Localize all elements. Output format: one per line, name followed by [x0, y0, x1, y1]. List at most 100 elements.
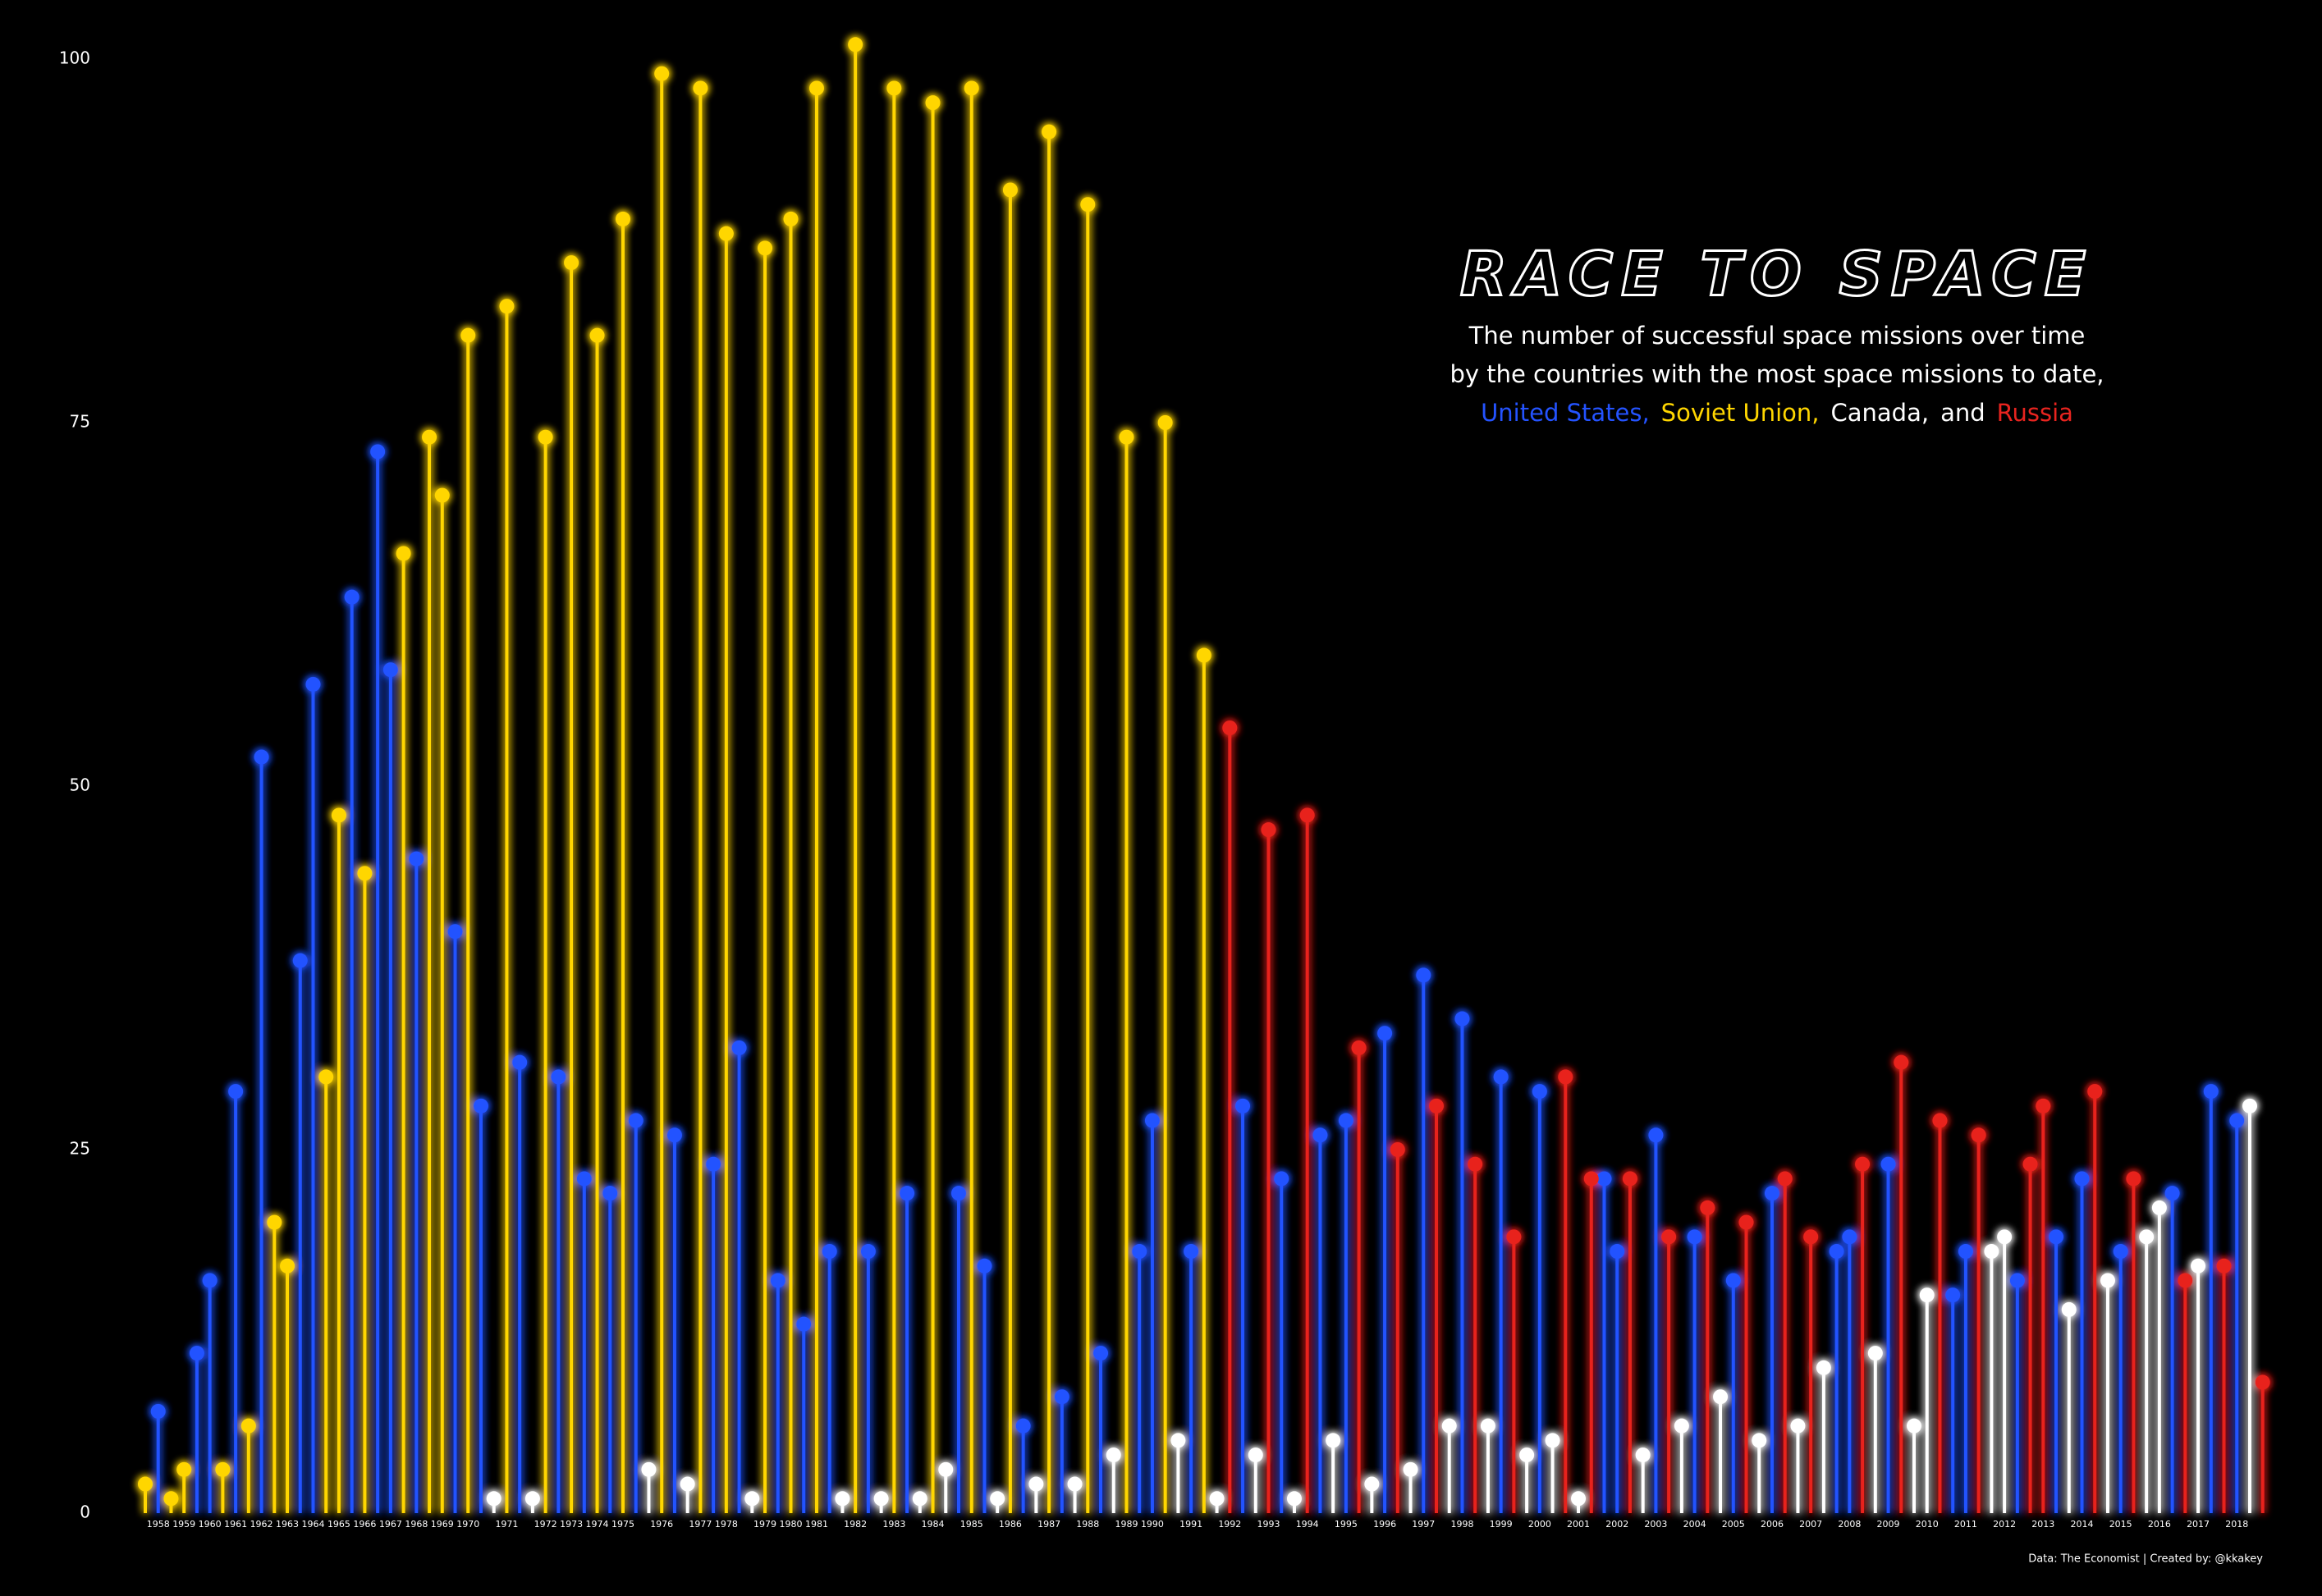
lollipop-head — [1687, 1229, 1702, 1245]
lollipop-head — [189, 1346, 204, 1361]
lollipop-head — [1132, 1244, 1147, 1260]
x-tick-label: 1980 — [780, 1519, 803, 1530]
lollipop-head — [486, 1491, 501, 1507]
legend-entry: Russia — [1997, 399, 2073, 427]
x-tick-label: 1992 — [1218, 1519, 1241, 1530]
lollipop-head — [1816, 1360, 1831, 1375]
x-tick-label: 1989 — [1115, 1519, 1138, 1530]
lollipop-head — [977, 1258, 992, 1274]
lollipop-head — [2049, 1229, 2064, 1245]
lollipop-head — [240, 1418, 256, 1434]
lollipop-head — [731, 1040, 747, 1055]
legend-connector: and — [1940, 399, 1985, 427]
lollipop-head — [1144, 1113, 1160, 1128]
source-note: Data: The Economist | Created by: @kkake… — [2028, 1553, 2263, 1566]
lollipop-head — [150, 1403, 166, 1419]
lollipop-head — [564, 255, 579, 271]
x-tick-label: 1986 — [999, 1519, 1022, 1530]
lollipop-head — [1028, 1476, 1044, 1492]
lollipop-head — [1674, 1418, 1689, 1434]
lollipop-head — [331, 807, 346, 823]
x-tick-label: 2004 — [1683, 1519, 1706, 1530]
lollipop-head — [641, 1461, 657, 1477]
lollipop-head — [1351, 1040, 1367, 1055]
lollipop-head — [938, 1461, 954, 1477]
y-tick-label: 50 — [70, 775, 90, 795]
x-tick-label: 2018 — [2225, 1519, 2248, 1530]
lollipop-head — [1713, 1389, 1729, 1405]
lollipop-head — [280, 1258, 295, 1274]
lollipop-head — [848, 37, 863, 53]
lollipop-head — [357, 866, 373, 881]
lollipop-head — [1261, 822, 1276, 838]
y-tick-label: 0 — [80, 1502, 90, 1522]
lollipop-head — [176, 1461, 192, 1477]
lollipop-head — [202, 1273, 218, 1288]
lollipop-head — [1610, 1244, 1625, 1260]
x-tick-label: 1997 — [1412, 1519, 1435, 1530]
lollipop-head — [666, 1127, 682, 1143]
lollipop-head — [654, 66, 670, 81]
x-tick-label: 1995 — [1335, 1519, 1358, 1530]
lollipop-head — [1054, 1389, 1069, 1405]
x-tick-label: 1977 — [689, 1519, 712, 1530]
lollipop-head — [706, 1156, 721, 1172]
lollipop-head — [576, 1171, 592, 1187]
lollipop-head — [460, 327, 476, 343]
x-tick-label: 1963 — [276, 1519, 299, 1530]
lollipop-head — [1635, 1447, 1651, 1463]
x-tick-label: 1976 — [650, 1519, 673, 1530]
lollipop-head — [1829, 1244, 1844, 1260]
x-tick-label: 2014 — [2071, 1519, 2094, 1530]
lollipop-head — [305, 676, 321, 692]
x-tick-label: 2007 — [1799, 1519, 1822, 1530]
lollipop-head — [1545, 1433, 1560, 1448]
lollipop-head — [2087, 1084, 2103, 1100]
lollipop-head — [1235, 1098, 1251, 1114]
x-tick-label: 1971 — [495, 1519, 518, 1530]
lollipop-head — [628, 1113, 643, 1128]
lollipop-head — [1416, 967, 1431, 983]
lollipop-head — [2164, 1186, 2180, 1201]
lollipop-head — [215, 1461, 231, 1477]
lollipop-head — [1752, 1433, 1767, 1448]
lollipop-head — [1326, 1433, 1341, 1448]
lollipop-head — [1932, 1113, 1948, 1128]
lollipop-head — [1622, 1171, 1637, 1187]
lollipop-head — [1661, 1229, 1677, 1245]
lollipop-head — [228, 1084, 244, 1100]
lollipop-head — [900, 1186, 915, 1201]
lollipop-head — [1855, 1156, 1871, 1172]
x-tick-label: 1996 — [1373, 1519, 1396, 1530]
lollipop-head — [1390, 1142, 1405, 1157]
lollipop-head — [680, 1476, 695, 1492]
lollipop-head — [422, 429, 437, 445]
lollipop-head — [1984, 1244, 1999, 1260]
lollipop-head — [1286, 1491, 1302, 1507]
lollipop-head — [512, 1054, 528, 1070]
lollipop-head — [1945, 1287, 1961, 1303]
lollipop-head — [1364, 1476, 1380, 1492]
lollipop-head — [1338, 1113, 1353, 1128]
lollipop-head — [602, 1186, 618, 1201]
lollipop-head — [912, 1491, 927, 1507]
lollipop-head — [1184, 1244, 1199, 1260]
lollipop-head — [267, 1214, 282, 1230]
lollipop-head — [758, 240, 773, 256]
legend-entry: Soviet Union, — [1661, 399, 1820, 427]
x-tick-label: 1965 — [327, 1519, 350, 1530]
lollipop-head — [524, 1491, 540, 1507]
x-tick-label: 1972 — [534, 1519, 557, 1530]
x-tick-label: 1973 — [560, 1519, 583, 1530]
x-tick-label: 2001 — [1567, 1519, 1590, 1530]
subtitle: by the countries with the most space mis… — [1450, 360, 2104, 388]
x-tick-label: 1970 — [456, 1519, 479, 1530]
x-tick-label: 1991 — [1179, 1519, 1202, 1530]
lollipop-head — [1519, 1447, 1535, 1463]
subtitle: The number of successful space missions … — [1468, 322, 2086, 350]
x-tick-label: 1985 — [960, 1519, 983, 1530]
x-tick-label: 1984 — [922, 1519, 945, 1530]
lollipop-head — [1119, 429, 1134, 445]
lollipop-head — [1842, 1229, 1857, 1245]
x-tick-label: 1968 — [405, 1519, 428, 1530]
